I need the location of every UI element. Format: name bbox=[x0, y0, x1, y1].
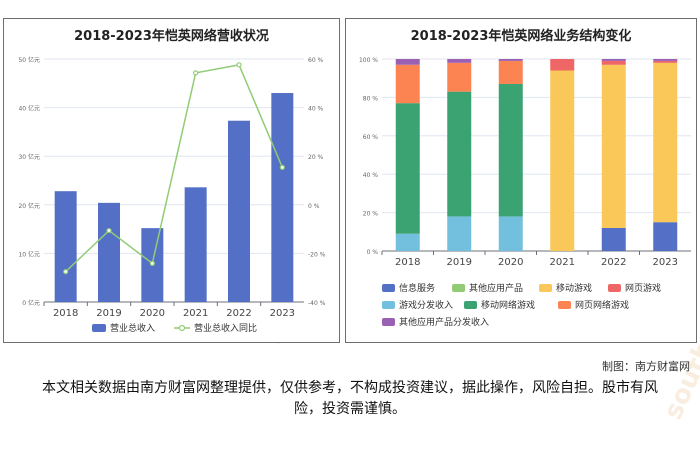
y-right-tick-label: 20 % bbox=[308, 154, 324, 161]
stacked-bar-segment bbox=[550, 59, 575, 71]
x-tick-label: 2018 bbox=[395, 257, 420, 268]
x-tick-label: 2023 bbox=[270, 308, 295, 319]
yoy-growth-point bbox=[236, 62, 242, 68]
revenue-bar bbox=[54, 191, 77, 302]
stacked-bar-segment bbox=[447, 62, 472, 92]
x-tick-label: 2021 bbox=[183, 308, 208, 319]
legend-swatch bbox=[608, 284, 621, 292]
stacked-bar-segment bbox=[395, 64, 420, 104]
yoy-growth-point bbox=[193, 70, 199, 76]
y-right-tick-label: 40 % bbox=[308, 106, 324, 113]
legend-label: 网页网络游戏 bbox=[575, 299, 629, 311]
x-tick-label: 2023 bbox=[653, 257, 678, 268]
y-tick-label: 0 % bbox=[367, 249, 379, 256]
legend-swatch bbox=[382, 318, 395, 326]
legend-label: 移动网络游戏 bbox=[481, 299, 535, 311]
business-structure-chart-panel: 2018-2023年恺英网络业务结构变化 0 % 20 % 40 % 60 % 80 %… bbox=[345, 18, 697, 343]
x-tick-label: 2019 bbox=[447, 257, 472, 268]
stacked-bar-segment bbox=[395, 59, 420, 65]
stacked-bar-segment bbox=[395, 103, 420, 234]
legend-label: 信息服务 bbox=[399, 282, 435, 294]
x-tick-label: 2022 bbox=[226, 308, 251, 319]
y-right-tick-label: 60 % bbox=[308, 57, 324, 64]
legend-label: 其他应用产品 bbox=[469, 282, 523, 294]
revenue-bar bbox=[98, 202, 120, 302]
stacked-bar-segment bbox=[653, 222, 678, 251]
stacked-bar-segment bbox=[653, 62, 678, 223]
y-tick-label: 20 % bbox=[363, 211, 379, 218]
legend-swatch bbox=[452, 284, 465, 292]
y-right-tick-label: -20 % bbox=[308, 251, 326, 258]
chart-credit: 制图：南方财富网 bbox=[602, 360, 690, 373]
x-tick-label: 2021 bbox=[550, 257, 575, 268]
y-left-tick-label: 50 亿元 bbox=[18, 56, 40, 64]
x-tick-label: 2020 bbox=[498, 257, 523, 268]
stacked-bar-segment bbox=[447, 216, 472, 251]
legend-label: 网页游戏 bbox=[625, 282, 661, 294]
stacked-bar-segment bbox=[653, 59, 678, 61]
stacked-bar-segment bbox=[550, 70, 575, 251]
stacked-bar-segment bbox=[601, 227, 626, 251]
stacked-bar-segment bbox=[601, 60, 626, 65]
y-left-tick-label: 10 亿元 bbox=[18, 250, 40, 258]
y-right-tick-label: 0 % bbox=[308, 203, 320, 210]
stacked-bar-segment bbox=[395, 233, 420, 251]
legend-label: 游戏分发收入 bbox=[399, 299, 453, 311]
revenue-chart: 0 亿元 -40 % 10 亿元 -20 % 20 亿元 0 % 30 亿元 20 % 40 亿… bbox=[18, 56, 326, 334]
y-tick-label: 40 % bbox=[363, 172, 379, 179]
y-tick-label: 100 % bbox=[359, 57, 378, 64]
y-right-tick-label: -40 % bbox=[308, 300, 326, 307]
disclaimer-text: 本文相关数据由南方财富网整理提供，仅供参考，不构成投资建议，据此操作，风险自担。… bbox=[42, 380, 658, 417]
stacked-bar-segment bbox=[498, 60, 523, 84]
stacked-bar-segment bbox=[447, 59, 472, 63]
legend-swatch bbox=[382, 301, 395, 309]
yoy-growth-point bbox=[279, 164, 285, 170]
x-tick-label: 2020 bbox=[140, 308, 165, 319]
revenue-chart-title: 2018-2023年恺英网络营收状况 bbox=[74, 29, 269, 44]
stacked-bar-segment bbox=[653, 60, 678, 63]
y-left-tick-label: 20 亿元 bbox=[18, 202, 40, 210]
stacked-bar-segment bbox=[498, 216, 523, 251]
legend-label: 移动游戏 bbox=[556, 282, 592, 294]
legend-label: 其他应用产品分发收入 bbox=[399, 316, 489, 328]
business-structure-chart: 0 % 20 % 40 % 60 % 80 % 100 % 2018 2019 2020 2021… bbox=[359, 57, 691, 328]
yoy-growth-point bbox=[149, 260, 155, 266]
y-left-tick-label: 0 亿元 bbox=[22, 299, 40, 307]
yoy-growth-point bbox=[106, 227, 112, 234]
legend-marker-yoy bbox=[178, 324, 186, 332]
business-structure-chart-title: 2018-2023年恺英网络业务结构变化 bbox=[410, 29, 632, 44]
stacked-bar-segment bbox=[498, 59, 523, 61]
stacked-bar-segment bbox=[498, 83, 523, 217]
x-tick-label: 2019 bbox=[96, 308, 121, 319]
revenue-bar bbox=[228, 120, 250, 302]
revenue-bar bbox=[184, 187, 207, 302]
legend-swatch bbox=[382, 284, 395, 292]
legend-label-revenue: 营业总收入 bbox=[110, 322, 155, 334]
legend-label-yoy: 营业总收入同比 bbox=[194, 322, 257, 334]
revenue-bar bbox=[271, 93, 294, 303]
revenue-chart-panel: 2018-2023年恺英网络营收状况 0 亿元 -40 % 10 亿元 -20 % 20… bbox=[3, 18, 340, 343]
x-tick-label: 2018 bbox=[53, 308, 78, 319]
stacked-bar-segment bbox=[601, 64, 626, 228]
y-tick-label: 60 % bbox=[363, 134, 379, 141]
legend-swatch bbox=[464, 301, 477, 309]
y-left-tick-label: 30 亿元 bbox=[18, 153, 40, 161]
yoy-growth-point bbox=[63, 269, 69, 275]
y-left-tick-label: 40 亿元 bbox=[18, 105, 40, 113]
yoy-growth-line bbox=[65, 63, 284, 273]
legend-swatch bbox=[558, 301, 571, 309]
legend-swatch-revenue bbox=[92, 324, 106, 332]
y-tick-label: 80 % bbox=[363, 95, 379, 102]
stacked-bar-segment bbox=[601, 59, 626, 61]
stacked-bar-segment bbox=[447, 91, 472, 217]
legend-swatch bbox=[539, 284, 552, 292]
x-tick-label: 2022 bbox=[601, 257, 626, 268]
